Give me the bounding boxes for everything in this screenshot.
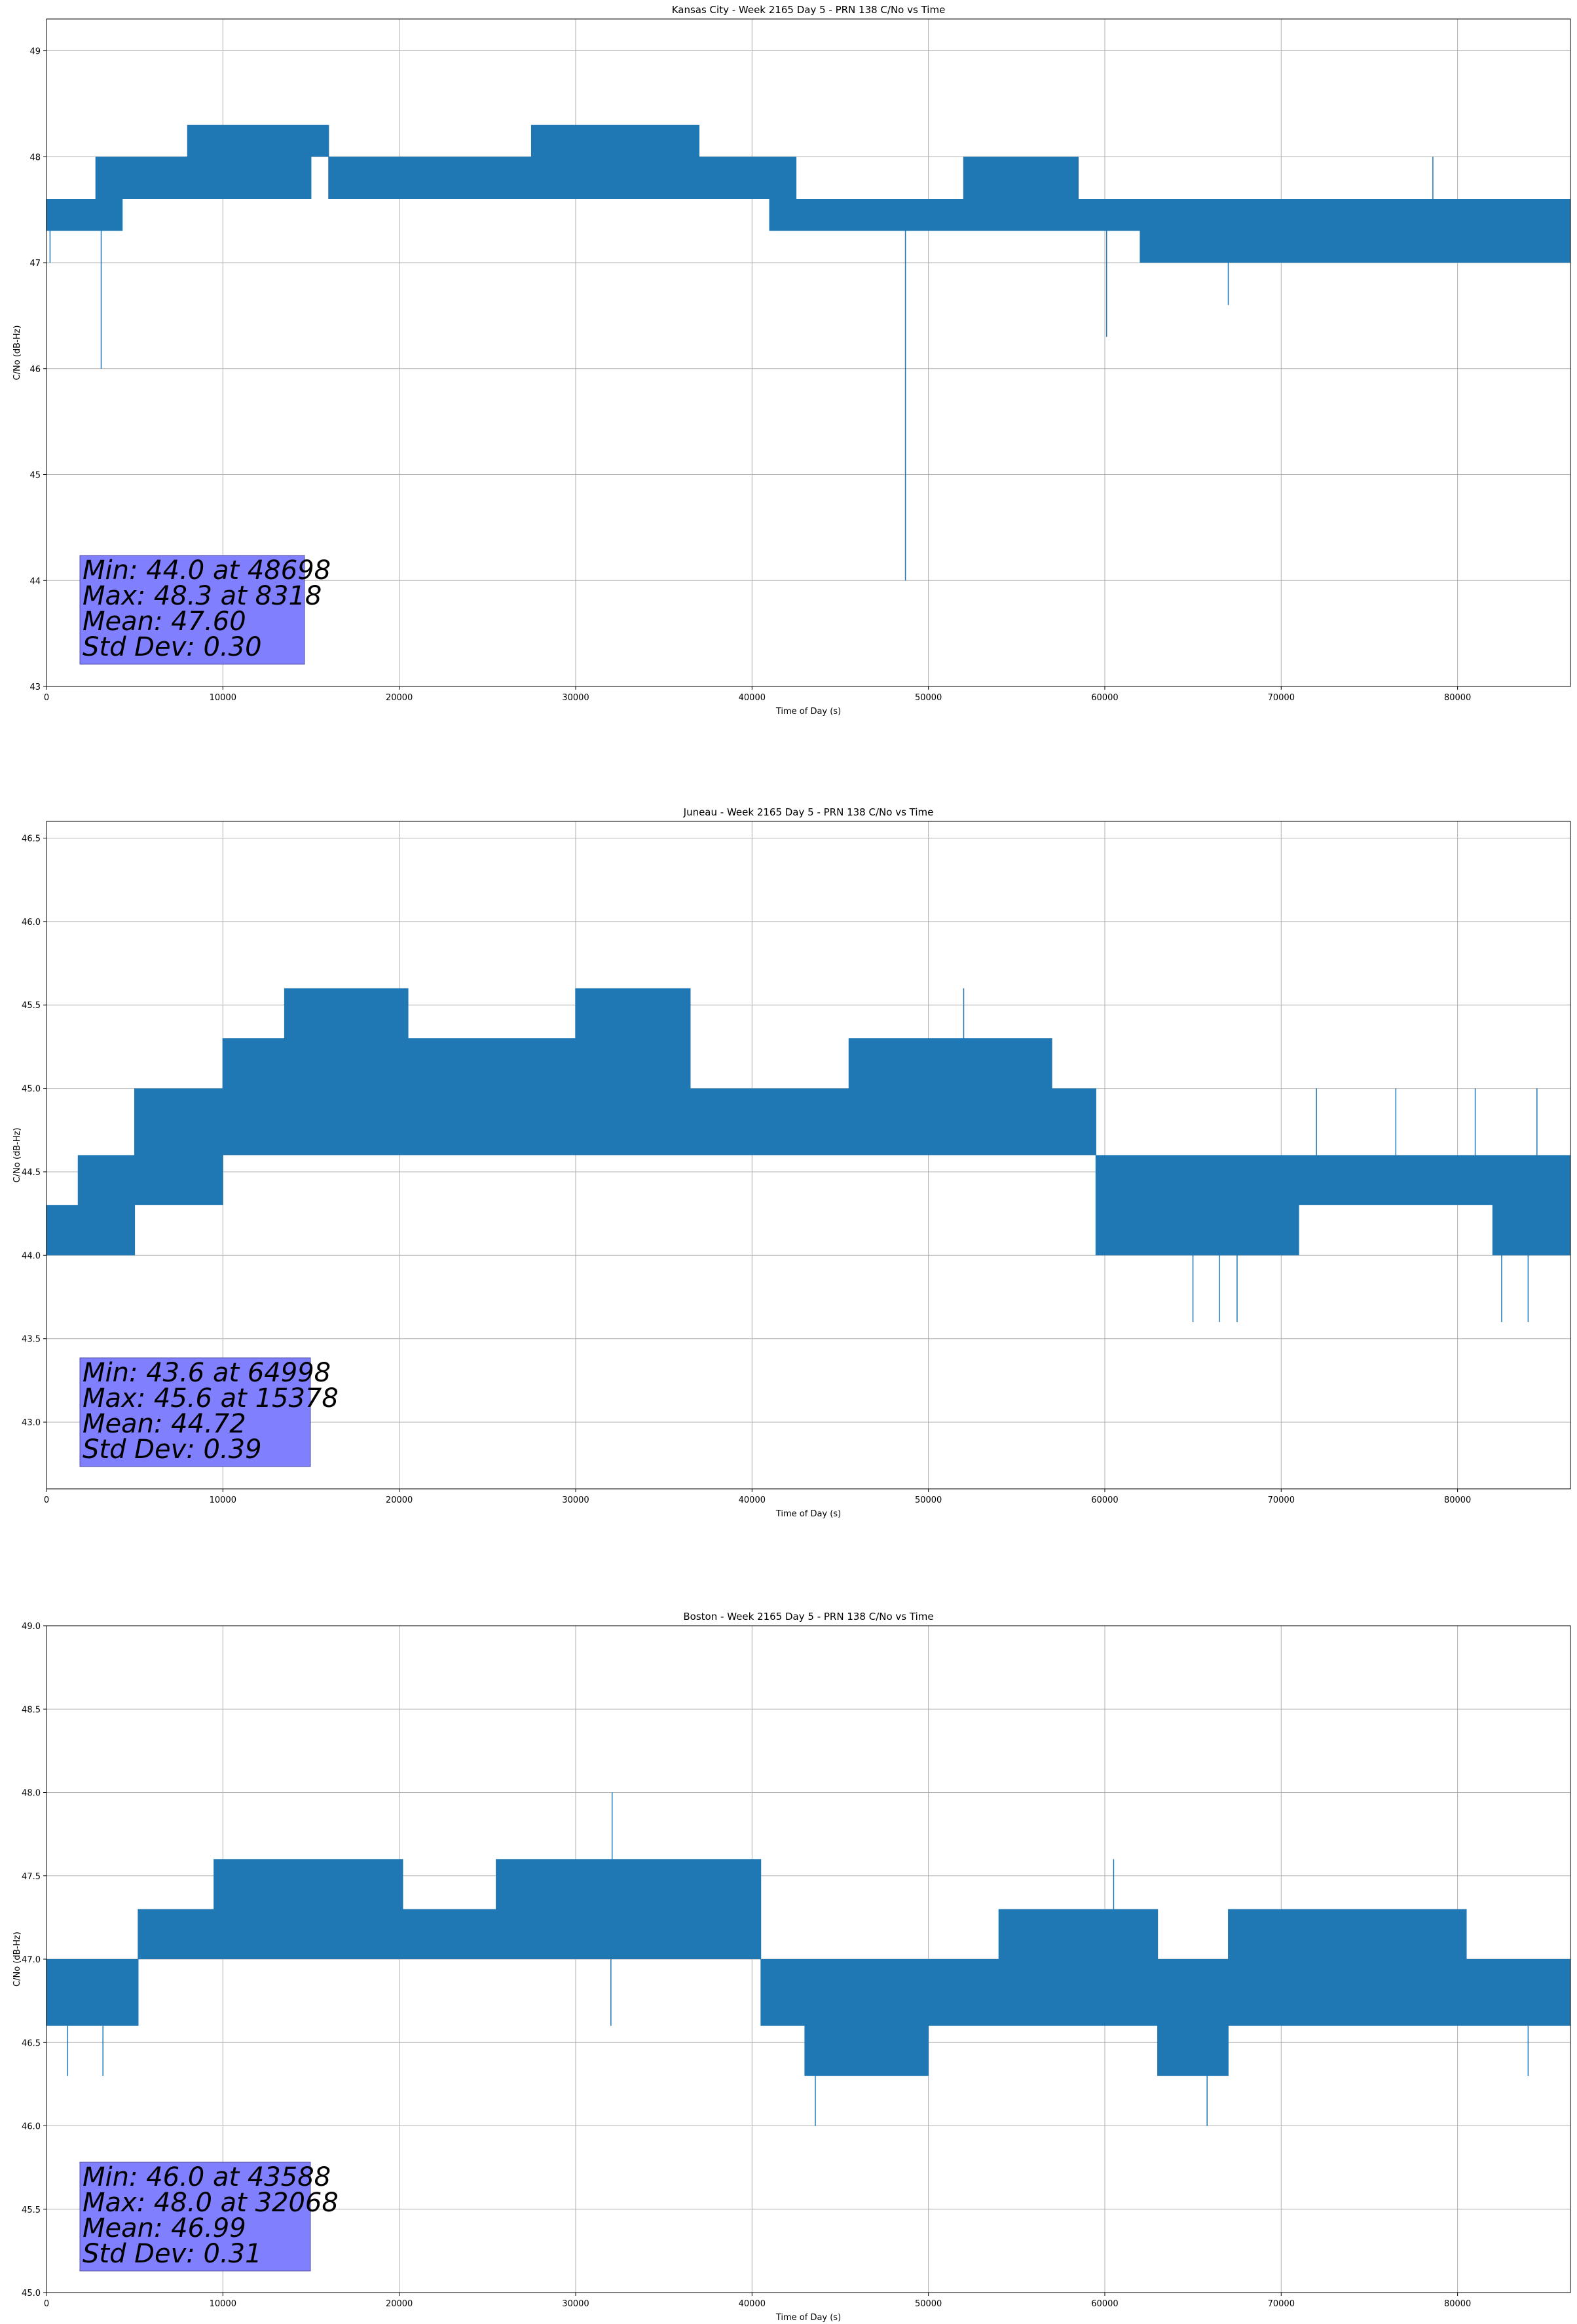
x-tick-label: 20000 bbox=[386, 693, 413, 703]
x-tick-label: 10000 bbox=[210, 1495, 236, 1505]
series-line bbox=[46, 124, 1571, 263]
x-tick-label: 40000 bbox=[739, 2299, 766, 2309]
y-axis-label: C/No (dB-Hz) bbox=[12, 1128, 22, 1183]
x-axis-label: Time of Day (s) bbox=[775, 1509, 841, 1519]
stats-line: Max: 45.6 at 15378 bbox=[83, 1383, 339, 1414]
stats-box bbox=[79, 555, 305, 665]
x-tick-label: 20000 bbox=[386, 2299, 413, 2309]
chart-title: Juneau - Week 2165 Day 5 - PRN 138 C/No … bbox=[683, 806, 934, 818]
y-tick-label: 47 bbox=[29, 259, 41, 269]
y-tick-label: 43.0 bbox=[22, 1418, 41, 1428]
stats-line: Std Dev: 0.30 bbox=[83, 632, 262, 662]
x-tick-label: 50000 bbox=[915, 2299, 942, 2309]
x-tick-label: 80000 bbox=[1444, 1495, 1471, 1505]
y-tick-label: 44.5 bbox=[22, 1168, 41, 1178]
x-axis-label: Time of Day (s) bbox=[775, 2313, 841, 2323]
x-tick-label: 40000 bbox=[739, 1495, 766, 1505]
y-tick-label: 48.0 bbox=[22, 1789, 41, 1799]
y-tick-label: 45.0 bbox=[22, 1085, 41, 1095]
y-tick-label: 46.5 bbox=[22, 834, 41, 844]
stats-line: Mean: 46.99 bbox=[83, 2213, 246, 2243]
y-tick-label: 46.0 bbox=[22, 918, 41, 928]
chart-panel-1: 0 10000 20000 30000 40000 50000 60000 70000 8000… bbox=[12, 4, 1571, 717]
y-tick-label: 47.5 bbox=[22, 1872, 41, 1882]
stats-line: Mean: 44.72 bbox=[83, 1409, 246, 1439]
y-axis-label: C/No (dB-Hz) bbox=[12, 326, 22, 381]
x-axis-label: Time of Day (s) bbox=[775, 707, 841, 717]
x-tick-label: 0 bbox=[44, 2299, 49, 2309]
x-tick-label: 60000 bbox=[1091, 1495, 1118, 1505]
stats-box bbox=[79, 2162, 311, 2272]
y-tick-label: 45.5 bbox=[22, 1001, 41, 1011]
x-tick-label: 60000 bbox=[1091, 693, 1118, 703]
y-tick-label: 45 bbox=[29, 471, 41, 481]
x-tick-label: 80000 bbox=[1444, 2299, 1471, 2309]
axes-frame bbox=[46, 821, 1571, 1490]
series-line bbox=[46, 988, 1571, 1256]
y-tick-label: 46 bbox=[29, 365, 41, 375]
stats-box bbox=[79, 1357, 311, 1467]
chart-panel-2: 0 10000 20000 30000 40000 50000 60000 70000 8000… bbox=[12, 806, 1571, 1519]
stats-line: Min: 46.0 at 43588 bbox=[83, 2162, 331, 2192]
stats-line: Min: 44.0 at 48698 bbox=[83, 555, 331, 586]
x-tick-label: 80000 bbox=[1444, 693, 1471, 703]
x-tick-label: 40000 bbox=[739, 693, 766, 703]
y-axis-label: C/No (dB-Hz) bbox=[12, 1932, 22, 1987]
x-tick-label: 30000 bbox=[562, 2299, 589, 2309]
x-tick-label: 30000 bbox=[562, 1495, 589, 1505]
x-tick-label: 70000 bbox=[1268, 2299, 1295, 2309]
x-tick-label: 50000 bbox=[915, 693, 942, 703]
stats-line: Mean: 47.60 bbox=[83, 607, 246, 637]
stats-line: Max: 48.0 at 32068 bbox=[83, 2188, 339, 2218]
y-tick-label: 47.0 bbox=[22, 1955, 41, 1965]
y-tick-label: 49.0 bbox=[22, 1622, 41, 1632]
y-tick-label: 45.5 bbox=[22, 2205, 41, 2215]
y-tick-label: 48.5 bbox=[22, 1705, 41, 1715]
stats-line: Std Dev: 0.31 bbox=[83, 2239, 262, 2269]
x-tick-label: 50000 bbox=[915, 1495, 942, 1505]
x-tick-label: 0 bbox=[44, 693, 49, 703]
chart-title: Kansas City - Week 2165 Day 5 - PRN 138 … bbox=[672, 4, 946, 16]
y-tick-label: 48 bbox=[29, 153, 41, 162]
x-tick-label: 30000 bbox=[562, 693, 589, 703]
series-line bbox=[46, 1859, 1571, 2076]
stats-line: Min: 43.6 at 64998 bbox=[83, 1358, 331, 1388]
stats-line: Std Dev: 0.39 bbox=[83, 1434, 262, 1465]
x-tick-label: 70000 bbox=[1268, 1495, 1295, 1505]
x-tick-label: 70000 bbox=[1268, 693, 1295, 703]
x-tick-label: 10000 bbox=[210, 2299, 236, 2309]
y-tick-label: 46.5 bbox=[22, 2038, 41, 2048]
y-tick-label: 49 bbox=[29, 47, 41, 57]
chart-title: Boston - Week 2165 Day 5 - PRN 138 C/No … bbox=[683, 1611, 933, 1622]
chart-panel-3: 0 10000 20000 30000 40000 50000 60000 70000 8000… bbox=[12, 1611, 1571, 2323]
x-tick-label: 60000 bbox=[1091, 2299, 1118, 2309]
y-tick-label: 44.0 bbox=[22, 1251, 41, 1261]
y-tick-label: 44 bbox=[29, 576, 41, 586]
y-tick-label: 43 bbox=[29, 683, 41, 692]
y-tick-label: 45.0 bbox=[22, 2289, 41, 2298]
x-tick-label: 10000 bbox=[210, 693, 236, 703]
y-tick-label: 46.0 bbox=[22, 2122, 41, 2132]
stats-line: Max: 48.3 at 8318 bbox=[83, 581, 322, 611]
y-tick-label: 43.5 bbox=[22, 1335, 41, 1345]
axes-frame bbox=[46, 18, 1571, 687]
x-tick-label: 20000 bbox=[386, 1495, 413, 1505]
x-tick-label: 0 bbox=[44, 1495, 49, 1505]
